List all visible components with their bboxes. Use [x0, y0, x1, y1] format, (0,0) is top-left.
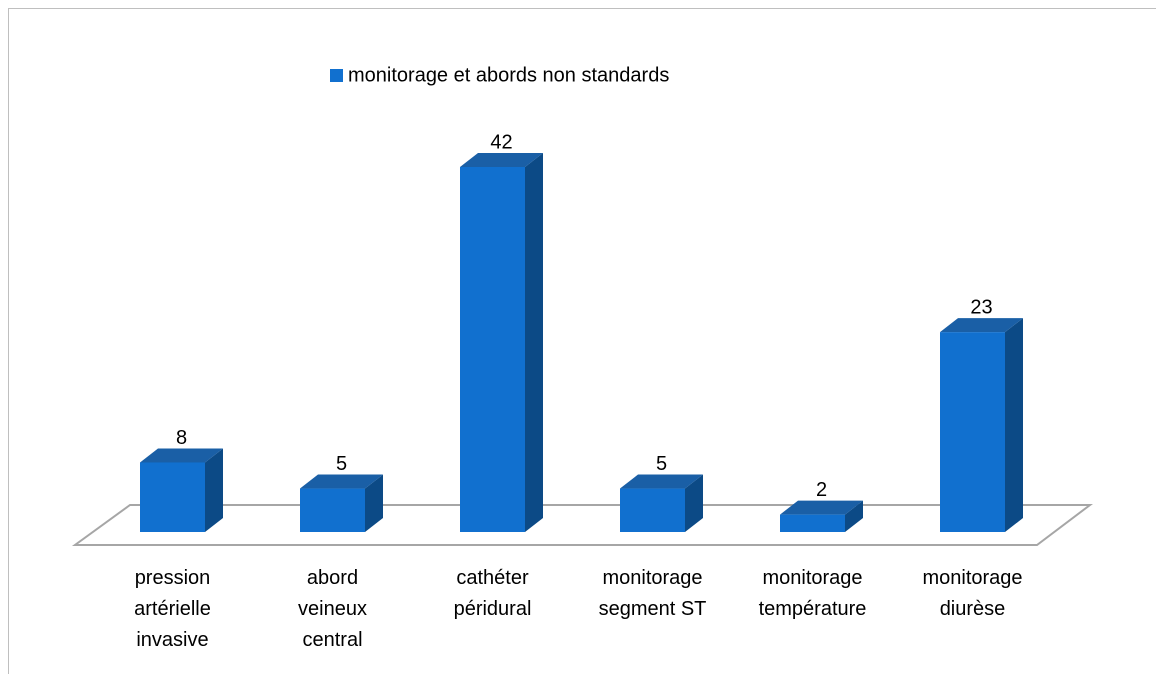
bar-front: [300, 488, 365, 532]
bar-front: [460, 167, 525, 532]
value-label: 5: [336, 453, 347, 475]
value-label: 8: [176, 427, 187, 449]
bar-side: [1005, 318, 1023, 532]
bar-top: [940, 318, 1023, 333]
bar-front: [940, 332, 1005, 532]
legend-label: monitorage et abords non standards: [348, 64, 669, 86]
x-tick-label: pression artérielle invasive: [134, 567, 211, 651]
bar-side: [365, 474, 383, 532]
value-label: 23: [970, 296, 992, 318]
bar: [140, 448, 223, 532]
x-tick-label: abord veineux central: [298, 567, 367, 651]
legend-swatch: [330, 69, 343, 82]
bar-side: [845, 500, 863, 532]
x-tick-label: monitorage segment ST: [598, 567, 707, 620]
bar-side: [525, 153, 543, 532]
bar-side: [685, 474, 703, 532]
bar-top: [780, 500, 863, 515]
value-label: 42: [490, 131, 512, 153]
value-label: 5: [656, 453, 667, 475]
bar-front: [780, 514, 845, 532]
bar-top: [300, 474, 383, 489]
chart-border: [8, 8, 1156, 674]
x-tick-label: cathéter péridural: [453, 567, 532, 620]
bar-front: [140, 462, 205, 532]
bar: [940, 318, 1023, 532]
bar-top: [460, 153, 543, 167]
bar: [300, 474, 383, 532]
floor: [71, 504, 1093, 546]
bar-top: [140, 448, 223, 463]
value-label: 2: [816, 479, 827, 501]
bar: [780, 500, 863, 532]
bar-top: [620, 474, 703, 489]
bar: [460, 153, 543, 532]
bar: [620, 474, 703, 532]
x-tick-label: monitorage diurèse: [922, 567, 1023, 620]
bar-side: [205, 448, 223, 532]
x-tick-label: monitorage température: [758, 567, 867, 620]
bar-front: [620, 488, 685, 532]
